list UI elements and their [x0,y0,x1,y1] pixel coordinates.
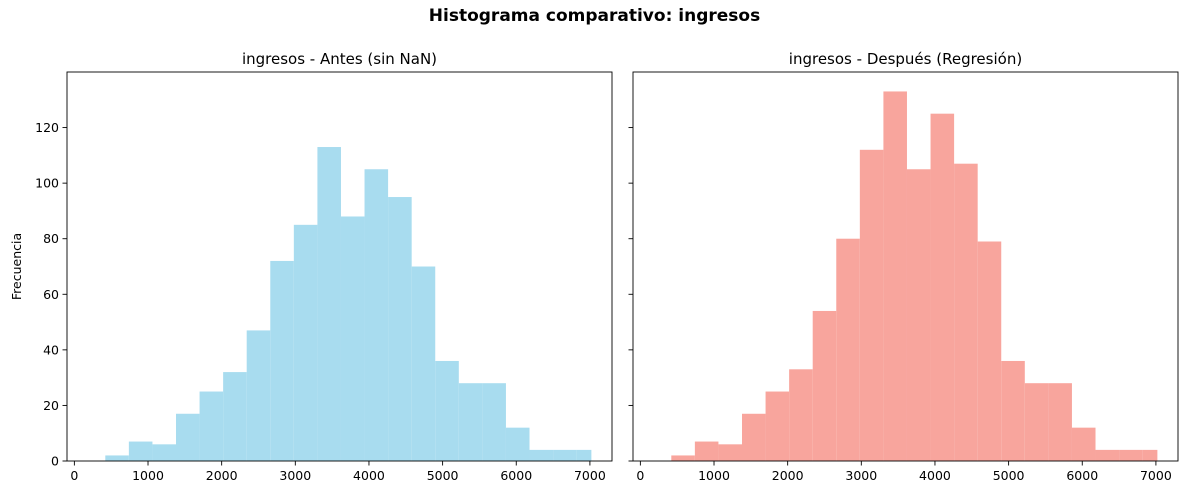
x-tick-label: 3000 [845,468,877,483]
x-tick-label: 3000 [279,468,311,483]
x-tick-label: 7000 [574,468,606,483]
histogram-bar [340,216,365,461]
histogram-bar [388,197,412,462]
histogram-bar [364,169,389,461]
histogram-bar [199,391,224,461]
histogram-bar [293,224,318,461]
histogram-bar [1048,383,1072,461]
axes-title: ingresos - Después (Regresión) [789,50,1022,68]
histogram-bar [812,310,837,461]
histogram-bar [1071,427,1096,461]
y-tick-label: 60 [43,287,59,302]
histogram-bar [482,383,506,461]
axes-title: ingresos - Antes (sin NaN) [242,50,437,68]
histogram-bar [977,241,1002,461]
y-tick-label: 120 [35,120,59,135]
histogram-bar [152,444,176,461]
histogram-bar [883,91,907,461]
figure-title: Histograma comparativo: ingresos [428,6,761,26]
y-axis-label: Frecuencia [9,233,24,300]
x-tick-label: 2000 [772,468,804,483]
histogram-bar [246,330,271,461]
histogram-bar [270,260,294,461]
y-tick-label: 80 [43,231,59,246]
histogram-bar [1001,360,1025,461]
histogram-bar [128,441,153,461]
histogram-bar [694,441,719,461]
histogram-bar [458,383,483,461]
histogram-bar [576,449,592,461]
histogram-bar [1119,449,1143,461]
x-tick-label: 6000 [500,468,532,483]
axes-frame [632,71,1179,462]
histogram-bar [836,238,860,461]
histogram-bar [1142,449,1158,461]
histogram-bar [930,113,955,461]
histogram-bar [718,444,742,461]
y-tick-label: 100 [35,176,59,191]
histogram-bar [505,427,530,461]
histogram-panel-1: 0 1000 2000 3000 4000 5000 6000 7000 0 20 40 60 80 10… [9,50,613,483]
x-tick-label: 2000 [206,468,238,483]
y-tick-label: 20 [43,398,59,413]
x-tick-label: 0 [636,468,644,483]
histogram-bar [105,455,129,461]
histogram-bar [1095,449,1120,461]
x-tick-label: 5000 [993,468,1025,483]
x-tick-label: 0 [70,468,78,483]
x-tick-label: 1000 [698,468,730,483]
histogram-bar [223,372,247,461]
histogram-bar [1024,383,1049,461]
histogram-bar [317,147,341,461]
histogram-bar [789,369,813,461]
x-tick-label: 4000 [919,468,951,483]
histogram-bar [435,360,459,461]
histogram-panel-2: 0 1000 2000 3000 4000 5000 6000 7000 ingresos - … [628,50,1179,483]
histogram-bar [553,449,577,461]
x-tick-label: 4000 [353,468,385,483]
x-tick-label: 6000 [1066,468,1098,483]
histogram-bar [906,169,931,461]
histogram-bar [954,163,978,461]
histogram-bar [671,455,695,461]
histogram-bar [742,413,766,461]
histogram-bar [176,413,200,461]
histogram-bar [765,391,790,461]
x-tick-label: 5000 [427,468,459,483]
histogram-bar [411,266,436,461]
x-tick-label: 1000 [132,468,164,483]
histogram-bar [529,449,554,461]
axes-frame [66,71,613,462]
y-tick-label: 40 [43,342,59,357]
x-tick-label: 7000 [1140,468,1172,483]
histogram-bar [859,149,884,462]
y-tick-label: 0 [51,454,59,469]
